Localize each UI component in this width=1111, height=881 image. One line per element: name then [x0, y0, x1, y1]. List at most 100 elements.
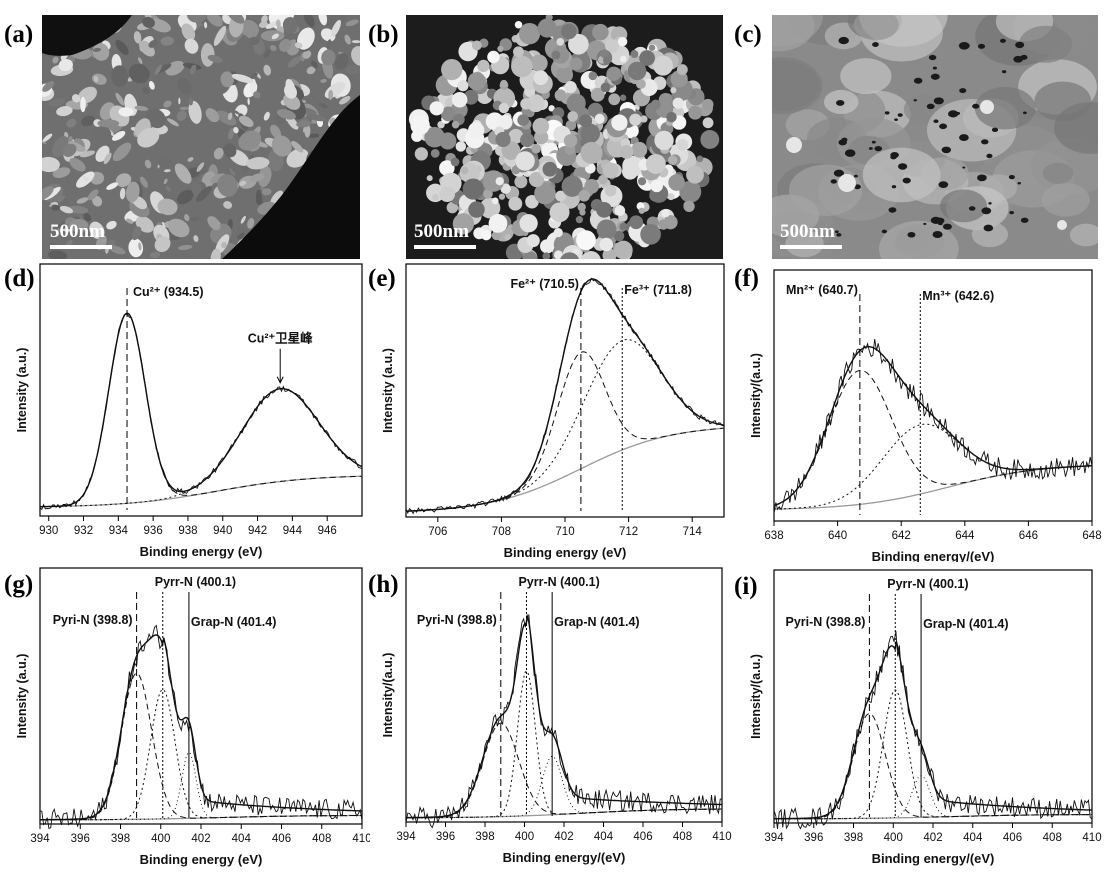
plot-frame — [405, 263, 725, 518]
sem-pore — [962, 166, 966, 169]
sem-particle — [522, 251, 538, 259]
background-curve — [774, 465, 1092, 510]
sem-flake — [318, 15, 328, 26]
sem-flake — [148, 39, 159, 48]
sem-flake — [138, 242, 142, 251]
y-axis-label: Intensity (a.u.) — [381, 348, 395, 433]
sem-flake — [163, 169, 171, 173]
sem-particle — [645, 153, 666, 174]
sem-pore — [968, 206, 976, 211]
sem-pore — [983, 224, 994, 232]
sem-particle — [638, 207, 645, 214]
sem-flake — [66, 240, 73, 246]
sem-flake — [210, 248, 221, 259]
x-tick-label: 410 — [1082, 832, 1101, 844]
sem-pore — [928, 54, 937, 61]
sem-flake — [97, 119, 120, 128]
sem-particle — [513, 46, 524, 58]
xps-chart-i: 394 396 398 400 402 404 406 408 410 Binding energ… — [749, 569, 1102, 866]
sem-flake — [250, 72, 258, 78]
component-peak-1 — [773, 369, 1092, 507]
sem-particle — [629, 113, 642, 126]
sem-particle — [579, 209, 586, 216]
panel-label-a: (a) — [4, 21, 34, 48]
sem-particle — [462, 178, 484, 200]
sem-particle — [411, 130, 423, 142]
sem-flake — [157, 156, 172, 169]
sem-flake — [248, 36, 260, 46]
fitted-envelope — [774, 641, 1093, 820]
sem-flake — [142, 16, 155, 28]
scale-line-a — [50, 245, 112, 249]
sem-particle — [551, 50, 561, 60]
sem-flake — [265, 21, 279, 29]
x-tick-label: 646 — [1019, 530, 1038, 542]
sem-flake — [196, 162, 205, 172]
sem-flake — [144, 159, 152, 169]
sem-flake — [233, 110, 240, 115]
sem-particle — [514, 20, 523, 29]
component-peak-2 — [406, 670, 722, 819]
sem-flake — [56, 106, 73, 117]
sem-flake — [76, 197, 89, 204]
sem-pore — [888, 207, 897, 213]
sem-particle — [467, 72, 486, 91]
sem-flake — [93, 126, 112, 141]
sem-flake — [344, 34, 351, 45]
sem-particle — [504, 233, 511, 241]
sem-pore — [955, 111, 961, 115]
sem-flake — [302, 50, 312, 59]
scale-line-b — [414, 245, 476, 249]
sem-flake — [328, 89, 334, 100]
sem-particle — [471, 40, 482, 51]
x-tick-label: 640 — [828, 530, 847, 542]
sem-particle — [554, 89, 567, 102]
peak-label: Fe³⁺ (711.8) — [624, 283, 692, 297]
sem-particle — [460, 166, 469, 175]
sem-particle — [561, 23, 577, 40]
sem-flake — [66, 118, 77, 128]
y-axis-label: Intensity (a.u.) — [15, 348, 29, 433]
sem-flake — [187, 157, 194, 162]
sem-particle — [446, 201, 459, 214]
annotation-label: Cu²⁺卫星峰 — [248, 331, 313, 346]
sem-flake — [282, 17, 298, 34]
sem-particle — [576, 230, 596, 251]
sem-particle — [468, 201, 485, 218]
sem-flake — [276, 19, 281, 29]
sem-particle — [497, 114, 513, 130]
component-peak-1 — [40, 672, 362, 821]
x-tick-label: 936 — [144, 525, 163, 537]
sem-particle — [532, 117, 550, 135]
sem-pore — [977, 43, 986, 49]
sem-flake — [351, 40, 360, 44]
sem-pore — [884, 111, 890, 115]
sem-particle — [483, 189, 493, 199]
sem-flake — [154, 64, 162, 75]
panel-label-e: (e) — [368, 265, 396, 292]
sem-surface-blob — [1042, 162, 1074, 184]
sem-flake — [115, 173, 132, 188]
sem-flake — [270, 45, 277, 51]
sem-particle — [619, 94, 627, 101]
x-tick-label: 938 — [178, 525, 197, 537]
sem-flake — [52, 167, 71, 178]
sem-particle — [508, 196, 523, 211]
sem-flake — [58, 58, 73, 72]
peak-label: Cu²⁺ (934.5) — [133, 285, 204, 299]
sem-particle — [534, 182, 556, 205]
sem-particle — [637, 177, 647, 186]
sem-flake — [223, 201, 233, 209]
sem-particle — [630, 50, 639, 58]
sem-flake — [321, 49, 336, 66]
x-tick-label: 402 — [923, 832, 942, 844]
sem-particle — [548, 105, 555, 112]
sem-particle — [500, 183, 511, 194]
plot-frame — [773, 269, 1093, 522]
sem-pore — [1001, 70, 1007, 74]
sem-flake — [154, 236, 171, 253]
sem-flake — [233, 126, 239, 134]
sem-flake — [115, 92, 125, 106]
sem-flake — [157, 198, 178, 216]
sem-pore — [933, 119, 939, 124]
